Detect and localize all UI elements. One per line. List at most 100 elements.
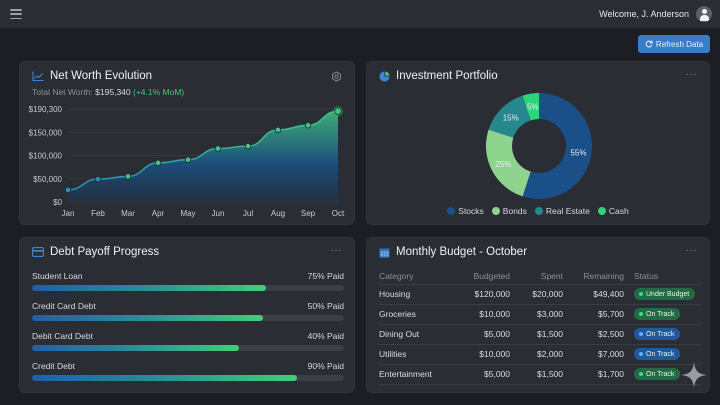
donut-slice-stocks[interactable] <box>522 93 592 199</box>
debt-label: Debit Card Debt <box>32 331 93 341</box>
category-cell: Groceries <box>379 304 457 325</box>
more-options-button[interactable]: ··· <box>685 245 697 256</box>
legend-swatch-icon <box>491 207 500 215</box>
status-badge: Under Budget <box>634 288 696 300</box>
portfolio-legend: Stocks Bonds Real Estate Cash <box>367 206 709 216</box>
more-options-button[interactable]: ··· <box>330 245 342 256</box>
status-dot-icon <box>639 352 643 356</box>
data-point[interactable] <box>214 145 222 152</box>
debt-percent: 40% Paid <box>307 331 344 341</box>
net-worth-header: Net Worth Evolution <box>32 70 152 82</box>
x-tick-label: Jun <box>212 209 225 218</box>
column-header[interactable]: Remaining <box>563 268 624 285</box>
status-cell: On Track <box>624 364 701 385</box>
legend-item[interactable]: Stocks <box>447 206 484 216</box>
x-tick-label: Feb <box>91 209 105 218</box>
data-point[interactable] <box>124 173 132 180</box>
y-tick-label: $190,300 <box>29 105 63 114</box>
progress-track <box>32 345 344 351</box>
investment-header: Investment Portfolio <box>379 70 498 82</box>
debt-percent: 75% Paid <box>307 271 344 281</box>
donut-slice-cash[interactable] <box>522 93 539 121</box>
category-cell: Entertainment <box>379 364 457 385</box>
status-cell: On Track <box>624 324 701 345</box>
budgeted-cell: $120,000 <box>457 284 510 305</box>
legend-label: Stocks <box>458 206 484 216</box>
debt-label: Student Loan <box>32 271 83 281</box>
user-avatar-icon[interactable] <box>696 6 712 22</box>
data-point[interactable] <box>334 107 342 115</box>
status-badge: On Track <box>634 348 681 360</box>
gear-icon[interactable] <box>331 71 342 82</box>
data-point[interactable] <box>244 143 252 150</box>
data-point[interactable] <box>184 156 192 163</box>
investment-card: Investment Portfolio ··· 55% 25% 15% 5% Sto… <box>366 61 710 225</box>
refresh-data-button[interactable]: Refresh Data <box>638 35 710 53</box>
x-tick-label: Apr <box>152 209 165 218</box>
hamburger-menu-icon[interactable] <box>10 9 22 19</box>
data-point[interactable] <box>94 176 102 183</box>
total-label: Total Net Worth: <box>32 87 93 97</box>
debt-label: Credit Card Debt <box>32 301 96 311</box>
status-badge: On Track <box>634 328 681 340</box>
total-value: $195,340 <box>95 87 131 97</box>
budget-table: Category Budgeted Spent Remaining Status… <box>379 268 701 385</box>
top-bar: Welcome, J. Anderson <box>0 0 720 28</box>
data-point[interactable] <box>154 159 162 167</box>
line-chart-icon <box>32 71 44 81</box>
progress-track <box>32 375 344 381</box>
budgeted-cell: $5,000 <box>457 364 510 385</box>
y-tick-label: $100,000 <box>29 152 63 161</box>
credit-card-icon <box>32 247 44 257</box>
budgeted-cell: $10,000 <box>457 304 510 325</box>
table-row[interactable]: Dining Out $5,000 $1,500 $2,500 On Track <box>379 324 701 345</box>
table-row[interactable]: Housing $120,000 $20,000 $49,400 Under Budge… <box>379 284 701 305</box>
x-tick-label: Mar <box>121 209 135 218</box>
status-badge: On Track <box>634 308 681 320</box>
mom-change: (+4.1% MoM) <box>133 87 185 97</box>
progress-fill <box>32 345 240 351</box>
net-worth-title: Net Worth Evolution <box>50 70 153 82</box>
status-cell: On Track <box>624 344 701 365</box>
table-header-row: Category Budgeted Spent Remaining Status <box>379 268 701 285</box>
budget-title: Monthly Budget - October <box>396 246 528 258</box>
x-tick-label: May <box>180 209 195 218</box>
budgeted-cell: $10,000 <box>457 344 510 365</box>
spent-cell: $20,000 <box>510 284 563 305</box>
column-header[interactable]: Budgeted <box>457 268 510 285</box>
refresh-label: Refresh Data <box>655 39 704 49</box>
remaining-cell: $1,700 <box>563 364 624 385</box>
legend-item[interactable]: Real Estate <box>534 206 590 216</box>
more-options-button[interactable]: ··· <box>685 69 697 80</box>
progress-track <box>32 285 344 291</box>
donut-slice-real-estate[interactable] <box>488 95 531 138</box>
table-row[interactable]: Entertainment $5,000 $1,500 $1,700 On Track <box>379 364 701 385</box>
legend-item[interactable]: Cash <box>597 206 629 216</box>
progress-track <box>32 315 344 321</box>
user-menu[interactable]: Welcome, J. Anderson <box>599 6 712 22</box>
refresh-icon <box>645 40 653 48</box>
table-row[interactable]: Groceries $10,000 $3,000 $5,700 On Track <box>379 304 701 325</box>
status-label: Under Budget <box>646 290 690 298</box>
legend-swatch-icon <box>534 207 543 215</box>
slice-label: 5% <box>527 102 539 111</box>
spent-cell: $3,000 <box>510 304 563 325</box>
y-tick-label: $50,000 <box>33 175 62 184</box>
data-point[interactable] <box>64 186 72 194</box>
budget-card: Monthly Budget - October ··· Category Bu… <box>366 237 710 393</box>
column-header[interactable]: Status <box>624 268 701 285</box>
column-header[interactable]: Spent <box>510 268 563 285</box>
data-point[interactable] <box>304 122 312 129</box>
legend-swatch-icon <box>597 207 606 215</box>
progress-fill <box>32 375 298 381</box>
column-header[interactable]: Category <box>379 268 457 285</box>
donut-slice-bonds[interactable] <box>486 129 531 197</box>
remaining-cell: $49,400 <box>563 284 624 305</box>
x-tick-label: Oct <box>332 209 345 218</box>
legend-item[interactable]: Bonds <box>491 206 527 216</box>
spent-cell: $2,000 <box>510 344 563 365</box>
data-point[interactable] <box>274 126 282 134</box>
table-row[interactable]: Utilities $10,000 $2,000 $7,000 On Track <box>379 344 701 365</box>
legend-label: Bonds <box>502 206 527 216</box>
series-line <box>67 110 339 191</box>
